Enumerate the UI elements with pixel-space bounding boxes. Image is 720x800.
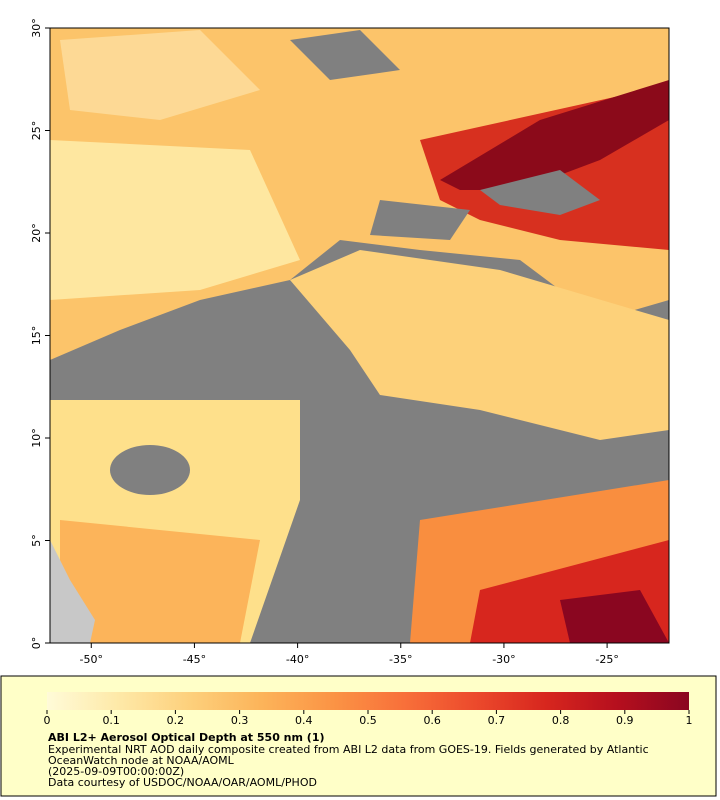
colorbar-tick-label: 0.4 xyxy=(295,714,313,727)
colorbar-tick-label: 0.5 xyxy=(359,714,377,727)
caption-line: (2025-09-09T00:00:00Z) xyxy=(48,765,184,778)
aod-region xyxy=(60,520,260,643)
colorbar-tick-label: 0.8 xyxy=(552,714,570,727)
aod-region xyxy=(60,30,260,120)
colorbar-tick-label: 0 xyxy=(44,714,51,727)
colorbar-tick-label: 0.7 xyxy=(488,714,506,727)
x-tick-label: -45° xyxy=(183,653,206,666)
land xyxy=(50,540,95,643)
caption-title: ABI L2+ Aerosol Optical Depth at 550 nm … xyxy=(48,731,325,744)
x-tick-label: -50° xyxy=(80,653,103,666)
y-tick-label: 15° xyxy=(30,326,43,346)
caption-line: Experimental NRT AOD daily composite cre… xyxy=(48,743,649,756)
colorbar-tick-label: 0.6 xyxy=(423,714,441,727)
caption-line: OceanWatch node at NOAA/AOML xyxy=(48,754,235,767)
no-data xyxy=(480,170,600,215)
colorbar xyxy=(47,692,689,710)
y-tick-label: 10° xyxy=(30,428,43,448)
y-tick-label: 20° xyxy=(30,223,43,243)
colorbar-tick-label: 0.9 xyxy=(616,714,634,727)
colorbar-tick-label: 0.3 xyxy=(231,714,249,727)
x-tick-label: -35° xyxy=(389,653,412,666)
colorbar-tick-label: 0.1 xyxy=(102,714,120,727)
aod-field xyxy=(50,28,669,643)
aod-region xyxy=(50,140,300,300)
no-data xyxy=(370,200,470,240)
no-data xyxy=(110,445,190,495)
x-tick-label: -30° xyxy=(492,653,515,666)
y-tick-label: 25° xyxy=(30,121,43,141)
caption-line: Data courtesy of USDOC/NOAA/OAR/AOML/PHO… xyxy=(48,776,317,789)
colorbar-tick-label: 1 xyxy=(686,714,693,727)
x-tick-label: -40° xyxy=(286,653,309,666)
no-data xyxy=(290,30,400,80)
y-tick-label: 0° xyxy=(30,637,43,650)
colorbar-tick-label: 0.2 xyxy=(167,714,185,727)
y-tick-label: 5° xyxy=(30,534,43,547)
aod-region xyxy=(560,590,669,643)
x-tick-label: -25° xyxy=(595,653,618,666)
aod-region xyxy=(440,80,669,190)
aod-region xyxy=(290,250,669,440)
y-tick-label: 30° xyxy=(30,18,43,38)
